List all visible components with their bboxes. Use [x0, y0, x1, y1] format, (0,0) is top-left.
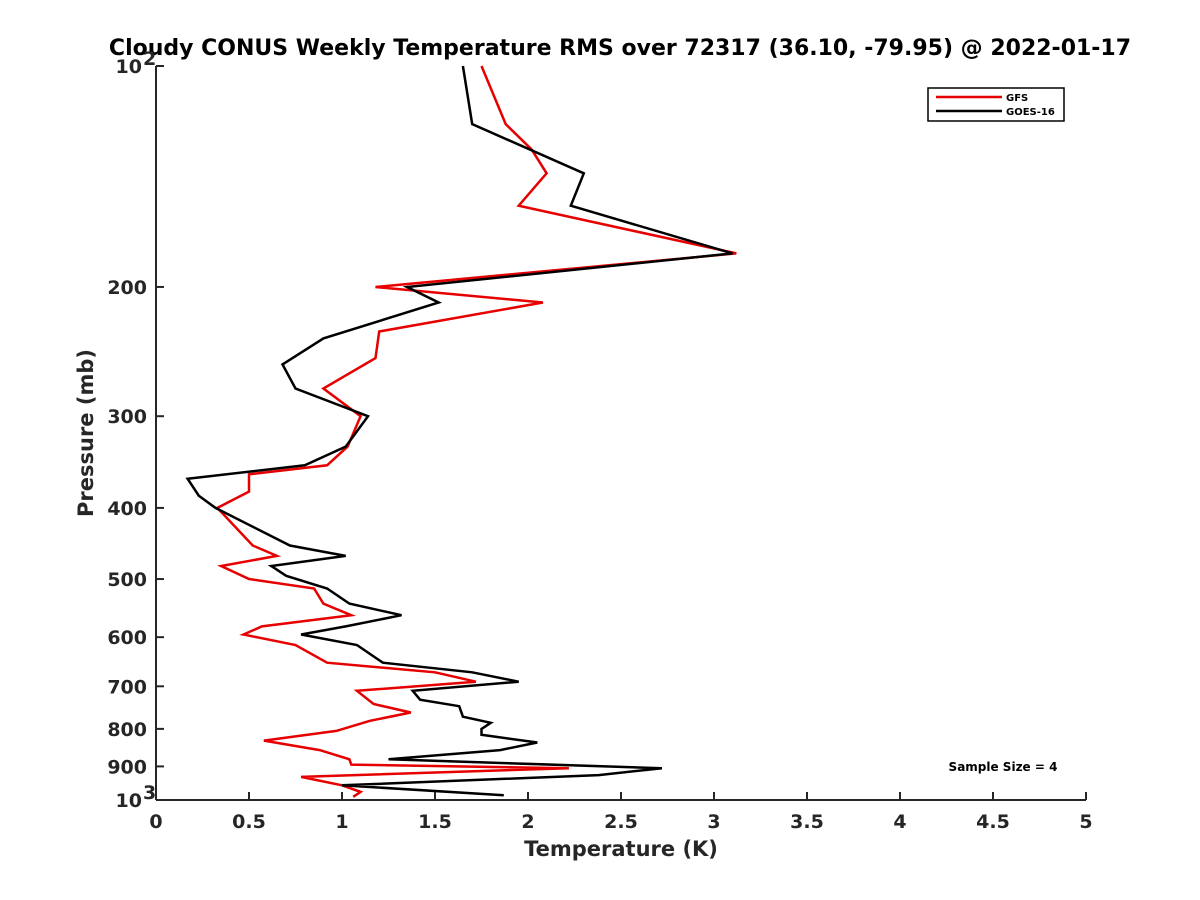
legend-box — [927, 87, 1065, 122]
y-tick-label-4: 500 — [107, 569, 147, 591]
y-tick-label-1: 200 — [107, 277, 147, 299]
x-tick-label-10: 5 — [1079, 811, 1092, 833]
legend-label-gfs: GFS — [1006, 93, 1028, 104]
y-tick-label-5: 600 — [107, 627, 147, 649]
x-tick-label-8: 4 — [893, 811, 906, 833]
x-tick-label-9: 4.5 — [976, 811, 1010, 833]
x-ticks: 0 0.5 1 1.5 2 2.5 3 3.5 4 4.5 5 — [149, 792, 1093, 833]
y-tick-label-8: 900 — [107, 756, 147, 778]
series-line-gfs — [215, 65, 737, 798]
x-tick-label-5: 2.5 — [604, 811, 638, 833]
y-tick-label-2: 300 — [107, 406, 147, 428]
legend-label-goes16: GOES-16 — [1006, 107, 1055, 118]
x-tick-label-6: 3 — [707, 811, 720, 833]
x-tick-label-4: 2 — [521, 811, 534, 833]
y-tick-exponent-0: 2 — [143, 48, 156, 70]
x-tick-label-3: 1.5 — [418, 811, 452, 833]
y-axis-label: Pressure (mb) — [74, 349, 98, 517]
x-axis-label: Temperature (K) — [524, 837, 718, 861]
y-tick-exponent-9: 3 — [143, 782, 156, 804]
x-tick-label-7: 3.5 — [790, 811, 824, 833]
y-tick-label-3: 400 — [107, 498, 147, 520]
series-goes16 — [185, 65, 733, 797]
x-tick-label-1: 0.5 — [232, 811, 266, 833]
y-tick-label-7: 800 — [107, 719, 147, 741]
chart-title: Cloudy CONUS Weekly Temperature RMS over… — [109, 36, 1131, 61]
y-tick-label-0: 10 — [116, 56, 142, 78]
series-gfs — [215, 65, 737, 798]
x-tick-label-2: 1 — [335, 811, 348, 833]
legend: GFS GOES-16 — [927, 87, 1065, 122]
y-tick-label-6: 700 — [107, 676, 147, 698]
x-tick-label-0: 0 — [149, 811, 162, 833]
series-line-goes16 — [185, 65, 733, 797]
sample-size-annotation: Sample Size = 4 — [949, 760, 1058, 774]
series-layer — [185, 65, 737, 798]
y-tick-label-9: 10 — [116, 790, 142, 812]
